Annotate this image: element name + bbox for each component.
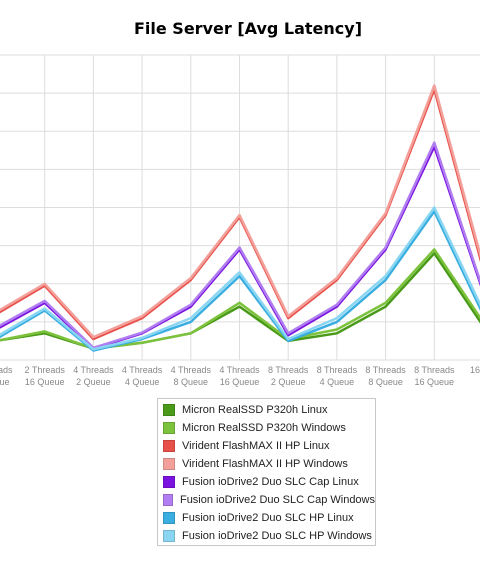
x-tick-label: 8 Queue — [368, 377, 403, 387]
grid — [0, 54, 480, 361]
legend-item[interactable]: Fusion ioDrive2 Duo SLC Cap Windows — [158, 491, 375, 509]
series-line — [0, 206, 480, 351]
x-tick-label: 8 Threads — [317, 365, 358, 375]
legend-item[interactable]: Fusion ioDrive2 Duo SLC HP Linux — [158, 509, 375, 527]
legend-swatch — [163, 458, 175, 470]
x-tick-label: 2 Queue — [271, 377, 306, 387]
legend-item[interactable]: Virident FlashMAX II HP Linux — [158, 437, 375, 455]
legend-label: Micron RealSSD P320h Windows — [182, 422, 346, 434]
x-tick-label: 8 Threads — [268, 365, 309, 375]
chart-title: File Server [Avg Latency] — [133, 19, 362, 38]
legend-label: Virident FlashMAX II HP Linux — [182, 440, 330, 452]
legend-label: Micron RealSSD P320h Linux — [182, 404, 328, 416]
legend-item[interactable]: Virident FlashMAX II HP Windows — [158, 455, 375, 473]
legend-swatch — [163, 494, 173, 506]
legend-label: Fusion ioDrive2 Duo SLC HP Windows — [182, 530, 372, 542]
x-tick-label: 4 Threads — [171, 365, 212, 375]
legend-item[interactable]: Fusion ioDrive2 Duo SLC Cap Linux — [158, 473, 375, 491]
x-axis-ticks: Threads Queue 2 Threads 16 Queue 4 Threads 2 … — [0, 365, 480, 387]
legend-item[interactable]: Fusion ioDrive2 Duo SLC HP Windows — [158, 527, 375, 545]
x-tick-label: 4 Threads — [219, 365, 260, 375]
x-tick-label: 4 Queue — [320, 377, 355, 387]
x-tick-label: 16 Queue — [415, 377, 455, 387]
series-lines — [0, 84, 480, 352]
line-chart: Threads Queue 2 Threads 16 Queue 4 Threads 2 … — [0, 54, 480, 387]
x-tick-label: 8 Threads — [414, 365, 455, 375]
legend-label: Fusion ioDrive2 Duo SLC HP Linux — [182, 512, 354, 524]
legend-label: Fusion ioDrive2 Duo SLC Cap Linux — [182, 476, 359, 488]
x-tick-label: Queue — [0, 377, 10, 387]
legend-swatch — [163, 404, 175, 416]
legend-swatch — [163, 530, 175, 542]
series-line — [0, 141, 480, 350]
x-tick-label: 4 Queue — [125, 377, 160, 387]
x-tick-label: Threads — [0, 365, 13, 375]
x-tick-label: 4 Threads — [122, 365, 163, 375]
x-tick-label: 4 Threads — [73, 365, 114, 375]
legend: Micron RealSSD P320h Linux Micron RealSSD… — [157, 398, 376, 546]
legend-swatch — [163, 422, 175, 434]
legend-item[interactable]: Micron RealSSD P320h Linux — [158, 401, 375, 419]
series-line — [0, 84, 480, 339]
legend-swatch — [163, 512, 175, 524]
x-tick-label: 16 T — [470, 365, 480, 375]
legend-label: Virident FlashMAX II HP Windows — [182, 458, 348, 470]
legend-swatch — [163, 476, 175, 488]
x-tick-label: 8 Queue — [174, 377, 209, 387]
x-tick-label: 16 Queue — [220, 377, 260, 387]
legend-item[interactable]: Micron RealSSD P320h Windows — [158, 419, 375, 437]
x-tick-label: 2 Threads — [25, 365, 66, 375]
x-tick-label: 16 Queue — [25, 377, 65, 387]
series-line — [0, 248, 480, 350]
x-tick-label: 2 Queue — [76, 377, 111, 387]
legend-swatch — [163, 440, 175, 452]
legend-label: Fusion ioDrive2 Duo SLC Cap Windows — [179, 494, 375, 506]
x-tick-label: 8 Threads — [365, 365, 406, 375]
